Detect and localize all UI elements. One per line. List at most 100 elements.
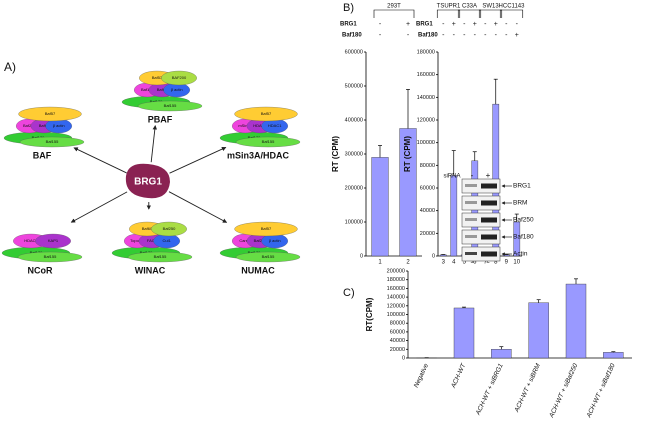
subunit-label: Baf53 (152, 75, 163, 80)
baf180-sign: - (463, 32, 466, 39)
brg1-sign: - (505, 21, 508, 28)
complex-name: PBAF (148, 114, 173, 124)
bar (603, 352, 624, 359)
brg1-sign: - (379, 21, 382, 28)
subunit (234, 106, 298, 122)
subunit-label: Carm1 (239, 238, 252, 243)
y-tick-label: 200000 (387, 268, 405, 274)
subunit-label: HDAC2 (253, 123, 267, 128)
subunit-label: HDAC3 (24, 238, 38, 243)
bar (528, 302, 549, 359)
subunit-label: Baf250 (254, 238, 267, 243)
subunit (151, 221, 187, 237)
x-tick-label: 5 (463, 260, 467, 266)
band (465, 218, 477, 221)
y-axis-label: RT (CPM) (403, 136, 412, 172)
arrow (70, 191, 128, 223)
y-tick-label: 100000 (417, 140, 435, 146)
error-bar (611, 351, 616, 353)
bar (450, 175, 458, 257)
y-axis-label: RT (CPM) (331, 136, 340, 172)
group-name: TSUPR1 (437, 4, 461, 10)
row-label: Baf180 (342, 33, 362, 39)
panel-label: A) (4, 60, 16, 74)
row-label: BRG1 (340, 22, 357, 28)
y-tick-label: 0 (360, 253, 363, 259)
subunit-label: BAF200 (172, 75, 187, 80)
subunit-label: Baf250 (23, 123, 36, 128)
y-tick-label: 160000 (417, 72, 435, 78)
error-bar (574, 278, 578, 285)
subunit-label: HDAC1 (268, 123, 282, 128)
arrow (150, 125, 158, 163)
y-tick-label: 200000 (345, 185, 363, 191)
lane-number: 1 (470, 259, 474, 265)
subunit (17, 251, 83, 263)
x-tick-label: 10 (513, 260, 520, 266)
subunit (161, 70, 197, 86)
baf180-sign: - (495, 32, 498, 39)
error-bar (514, 213, 519, 222)
subunit-label: Baf60 (142, 226, 153, 231)
group-bracket (499, 9, 524, 18)
subunit-label: Cul1 (163, 238, 172, 243)
group-name: 293T (387, 4, 401, 10)
error-bar (536, 299, 541, 303)
y-tick-label: 60000 (420, 185, 435, 191)
arrow (169, 146, 227, 174)
y-tick-label: 180000 (387, 277, 405, 283)
sirna-label: siRNA (443, 174, 460, 180)
y-axis-label: RT(CPM) (365, 297, 374, 331)
y-tick-label: 80000 (420, 163, 435, 169)
subunit (18, 106, 82, 122)
subunit (234, 221, 298, 237)
subunit-label: Baf180 (141, 87, 154, 92)
baf180-sign: - (407, 32, 410, 39)
subunit (235, 136, 301, 148)
x-tick-label: ACH-WT + siBaf250 (548, 362, 580, 419)
y-tick-label: 0 (432, 253, 435, 259)
y-tick-label: 500000 (345, 83, 363, 89)
group-bracket (457, 9, 482, 18)
x-tick-label: 6 (473, 260, 477, 266)
x-tick-label: 9 (505, 260, 509, 266)
subunit (235, 251, 301, 263)
baf180-sign: - (505, 32, 508, 39)
subunit (137, 100, 203, 112)
band (465, 235, 477, 238)
row-label: BRG1 (416, 22, 433, 28)
error-bar (378, 145, 382, 158)
group-name: SW13 (482, 4, 499, 10)
row-label: Baf180 (418, 33, 438, 39)
subunit-label: Baf250 (163, 226, 176, 231)
y-tick-label: 100000 (345, 219, 363, 225)
subunit-label: Baf155 (262, 254, 275, 259)
brg1-node (125, 163, 170, 199)
y-tick-label: 40000 (420, 208, 435, 214)
band (465, 201, 477, 204)
brg1-sign: - (516, 21, 519, 28)
group-bracket (436, 9, 461, 18)
baf180-sign: - (442, 32, 445, 39)
complex-name: mSin3A/HDAC (227, 150, 290, 160)
subunit-label: Baf57 (261, 226, 272, 231)
brg1-label: BRG1 (134, 177, 162, 188)
bar (491, 349, 512, 359)
x-tick-label: ACH-WT (450, 362, 468, 390)
band-label: BRM (513, 200, 527, 207)
brg1-sign: + (452, 21, 456, 28)
error-bar (499, 346, 504, 350)
bar (439, 254, 447, 257)
arrow (168, 191, 228, 223)
group-name: HCC1143 (499, 4, 526, 10)
subunit-label: β actin (269, 238, 281, 243)
bar (453, 307, 475, 359)
brg1-sign: + (494, 21, 498, 28)
y-tick-label: 140000 (387, 295, 405, 301)
panel-label: C) (343, 287, 355, 299)
complex-name: NCoR (28, 265, 53, 275)
group-bracket (373, 9, 415, 18)
x-tick-label: 2 (406, 260, 410, 266)
subunit-label: Baf155 (44, 254, 57, 259)
subunit-label: KAP1 (48, 238, 59, 243)
